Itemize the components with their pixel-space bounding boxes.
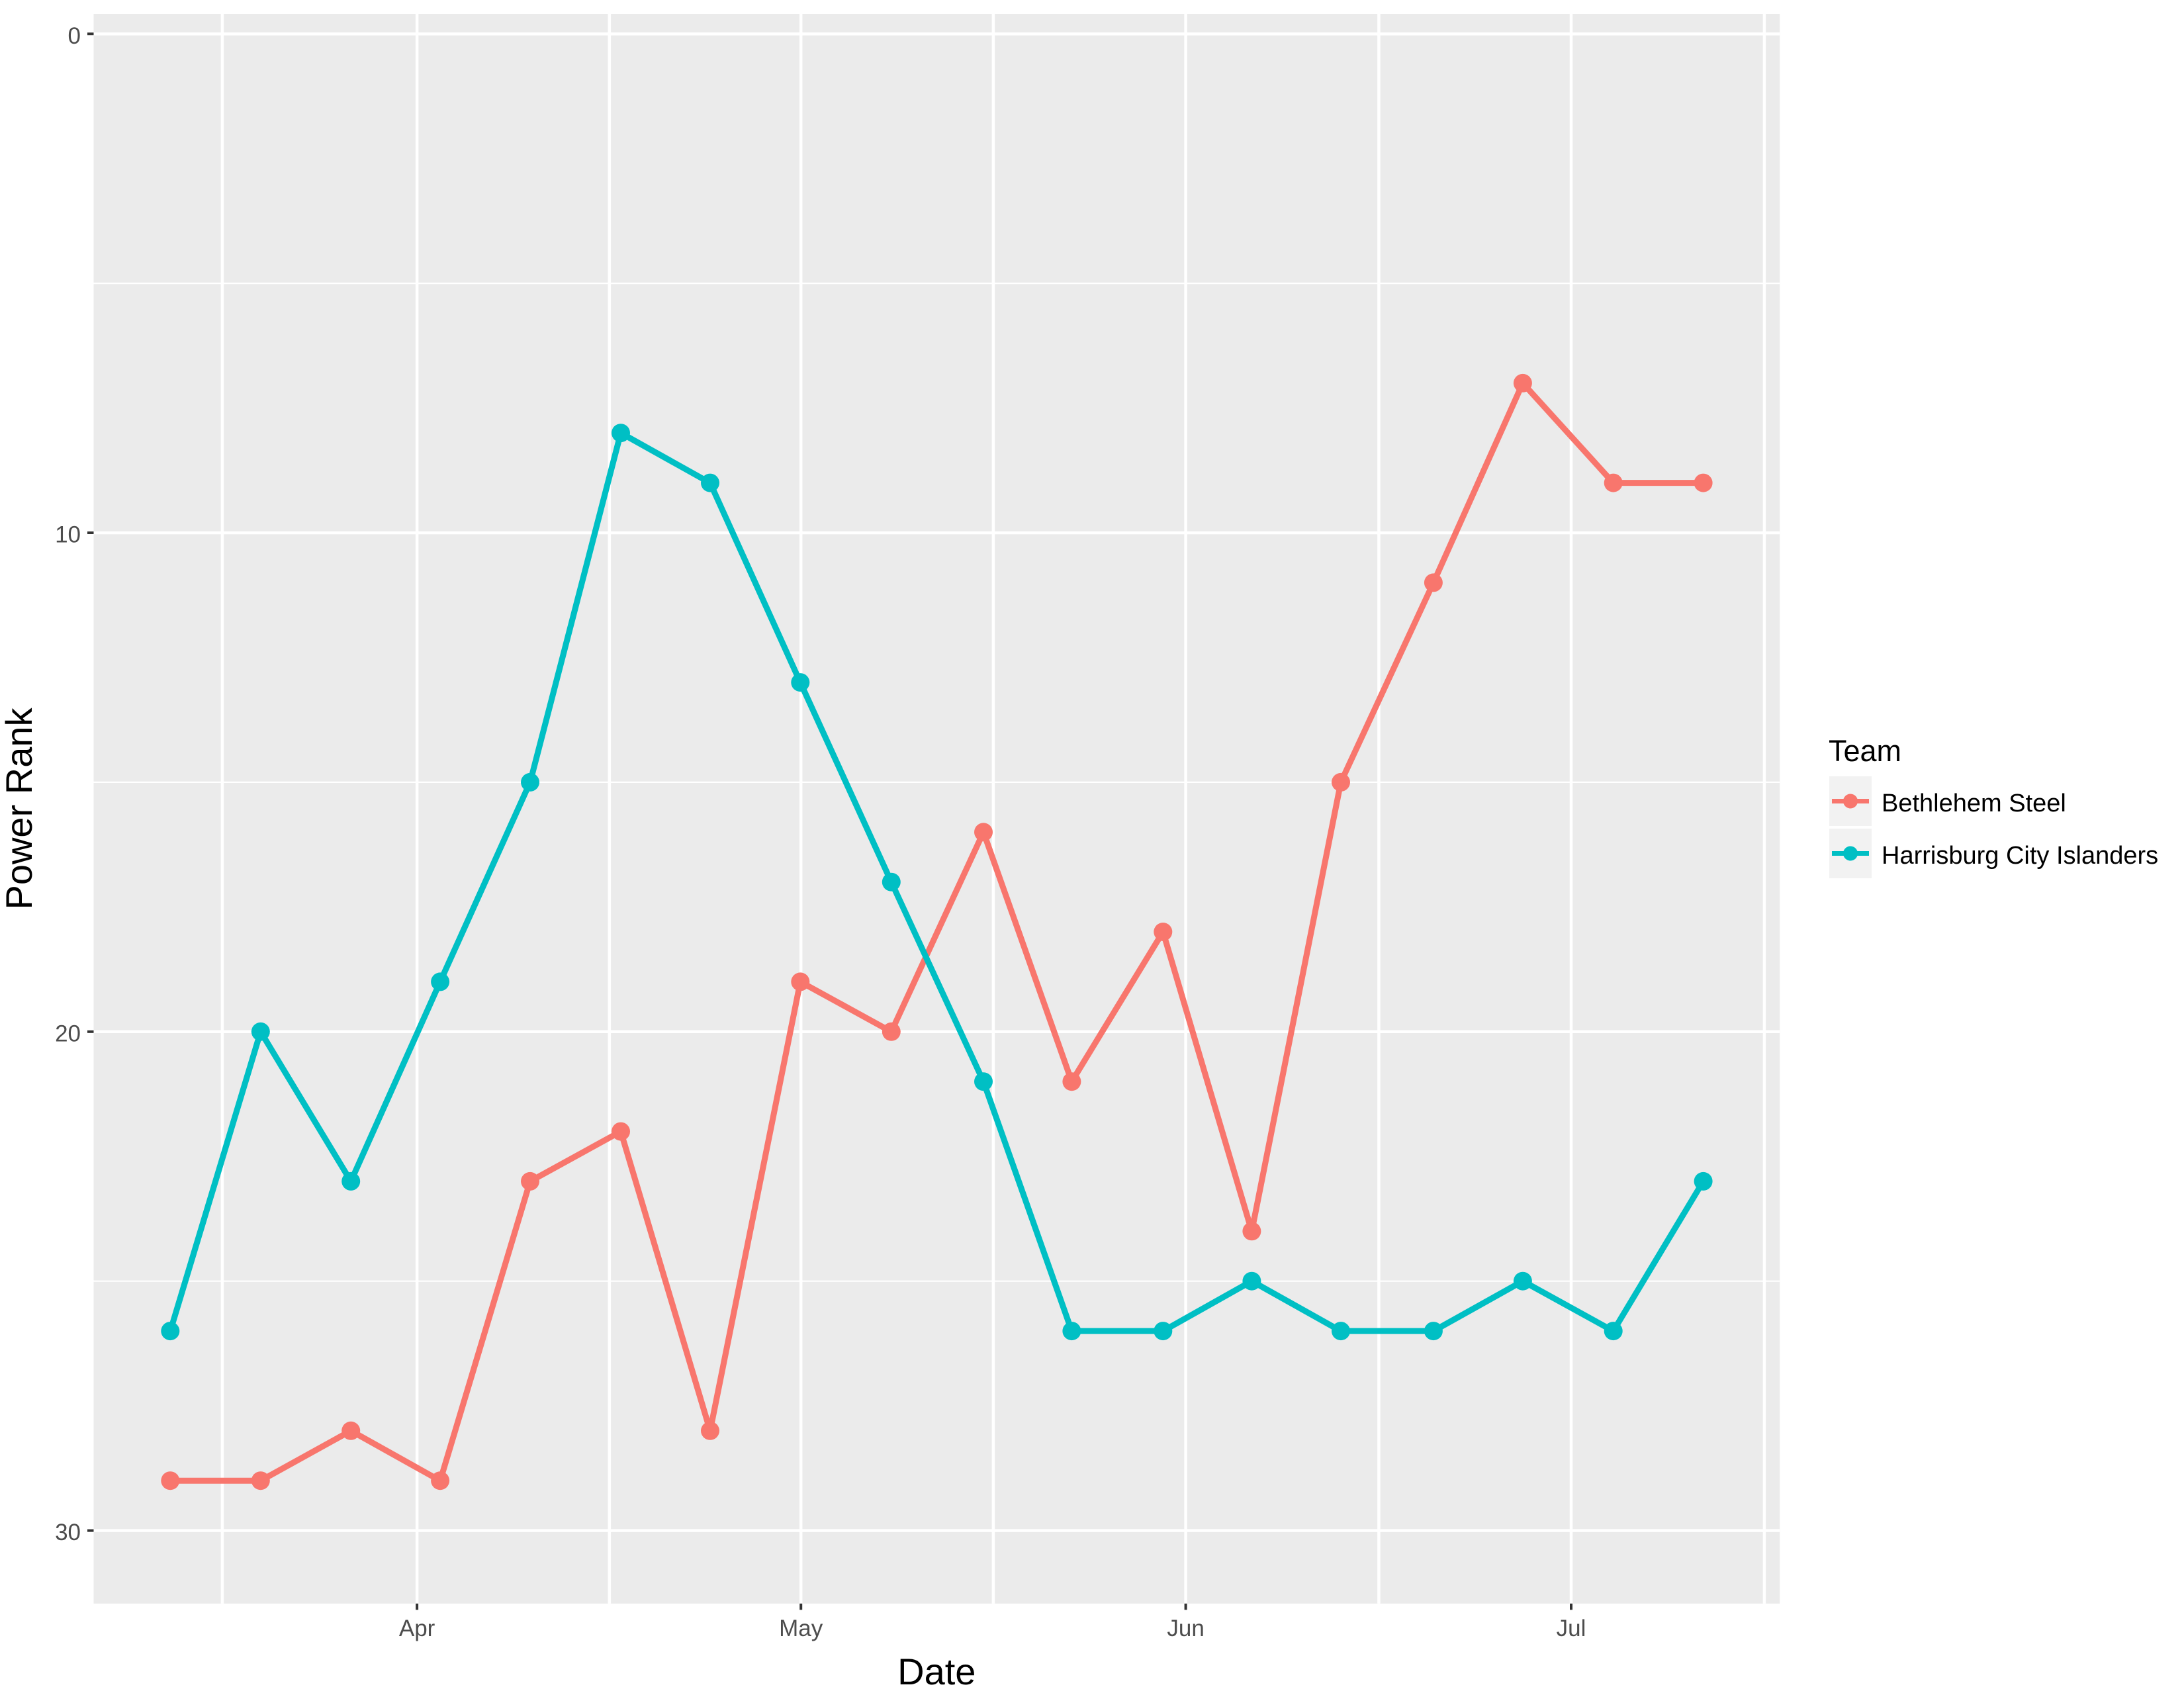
- svg-text:Jul: Jul: [1557, 1616, 1586, 1641]
- svg-text:10: 10: [55, 522, 81, 548]
- svg-text:Jun: Jun: [1167, 1616, 1204, 1641]
- svg-text:Power Rank: Power Rank: [0, 707, 40, 909]
- svg-text:30: 30: [55, 1520, 81, 1545]
- svg-text:May: May: [779, 1616, 823, 1641]
- svg-text:Harrisburg City Islanders: Harrisburg City Islanders: [1882, 842, 2158, 870]
- svg-text:Bethlehem Steel: Bethlehem Steel: [1882, 790, 2066, 817]
- svg-text:0: 0: [68, 23, 81, 49]
- svg-text:Team: Team: [1829, 734, 1901, 768]
- svg-text:20: 20: [55, 1021, 81, 1047]
- svg-text:Apr: Apr: [399, 1616, 435, 1641]
- svg-text:Date: Date: [897, 1651, 976, 1688]
